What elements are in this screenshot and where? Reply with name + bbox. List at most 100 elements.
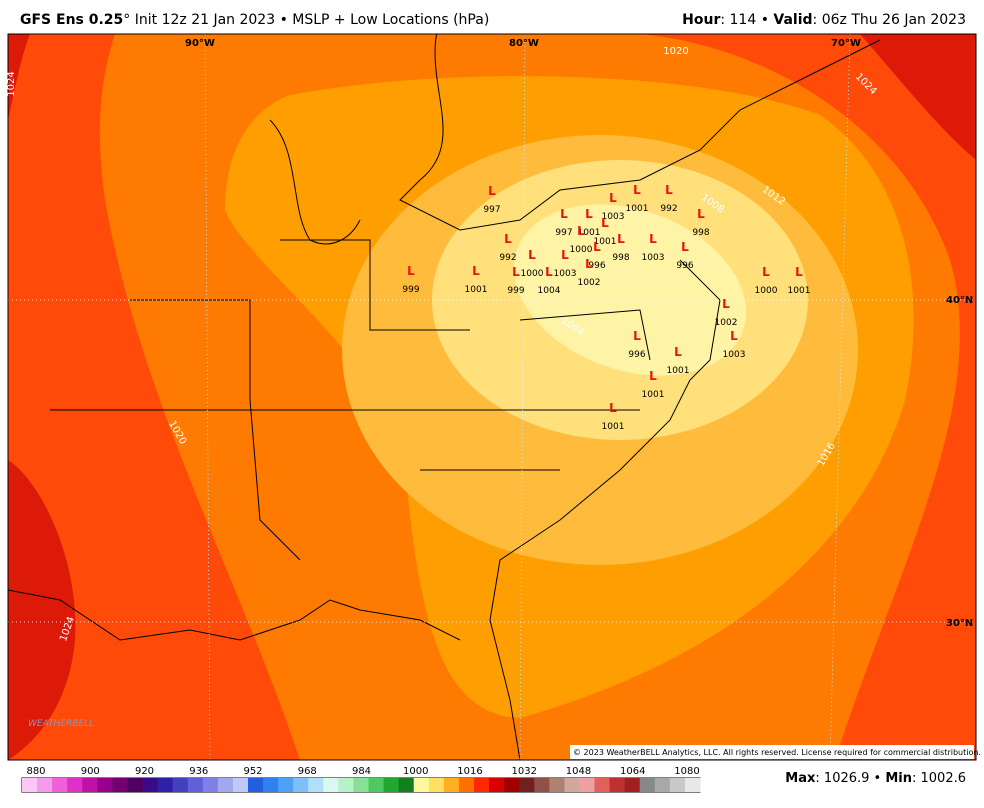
region-1024 <box>8 34 30 120</box>
low-pressure: 1003 <box>602 212 625 222</box>
low-marker: L <box>593 240 601 254</box>
low-pressure: 1001 <box>788 286 811 296</box>
valid-time: Hour: 114 • Valid: 06z Thu 26 Jan 2023 <box>682 12 966 28</box>
degree: ° <box>123 12 131 28</box>
low-marker: L <box>649 369 657 383</box>
colorbar-cell <box>172 778 189 792</box>
colorbar-cell <box>669 778 686 792</box>
graticule <box>8 34 976 760</box>
model: GFS Ens 0.25 <box>20 12 124 28</box>
header: GFS Ens 0.25° Init 12z 21 Jan 2023 • MSL… <box>0 0 984 34</box>
low-pressure: 1004 <box>538 286 561 296</box>
low-marker: L <box>561 248 569 262</box>
max-label: Max <box>785 771 816 786</box>
colorbar-cell <box>232 778 249 792</box>
low-pressure: 1000 <box>755 286 778 296</box>
colorbar-cell <box>127 778 144 792</box>
contour-label: 1024 <box>6 71 17 96</box>
low-marker: L <box>545 265 553 279</box>
low-pressure: 998 <box>612 253 629 263</box>
colorbar-cell <box>398 778 415 792</box>
low-pressure: 998 <box>692 228 709 238</box>
colorbar-cell <box>82 778 98 792</box>
colorbar-label: 936 <box>189 766 208 777</box>
colorbar-label: 880 <box>26 766 45 777</box>
colorbar-label: 1016 <box>457 766 482 777</box>
colorbar-cell <box>323 778 339 792</box>
colorbar-cell <box>504 778 520 792</box>
colorbar-cell <box>428 778 445 792</box>
low-marker: L <box>697 207 705 221</box>
region-1024 <box>860 34 976 160</box>
low-marker: L <box>633 183 641 197</box>
colorbar-label: 1000 <box>403 766 428 777</box>
low-pressure: 996 <box>588 261 605 271</box>
low-pressure: 1000 <box>521 269 544 279</box>
low-marker: L <box>617 232 625 246</box>
low-marker: L <box>488 184 496 198</box>
colorbar-cell <box>353 778 370 792</box>
colorbar-cell <box>413 778 430 792</box>
low-marker: L <box>674 345 682 359</box>
low-marker: L <box>560 207 568 221</box>
low-pressure: 992 <box>499 253 516 263</box>
copyright-box <box>570 745 974 759</box>
map-frame <box>7 33 977 761</box>
colorbar-cell <box>278 778 294 792</box>
low-pressure: 996 <box>628 350 645 360</box>
longitude-label: 80°W <box>509 38 539 49</box>
colorbar-label: 984 <box>352 766 371 777</box>
boundaries <box>8 34 881 760</box>
low-pressure: 997 <box>483 205 500 215</box>
low-pressure: 992 <box>660 204 677 214</box>
colorbar-cell <box>564 778 580 792</box>
colorbar-cell <box>293 778 309 792</box>
colorbar-cell <box>67 778 83 792</box>
colorbar-cell <box>217 778 234 792</box>
colorbar-label: 900 <box>81 766 100 777</box>
low-marker: L <box>504 232 512 246</box>
low-pressure: 1002 <box>715 318 738 328</box>
longitude-label: 90°W <box>185 38 215 49</box>
low-marker: L <box>472 264 480 278</box>
colorbar-label: 968 <box>298 766 317 777</box>
latitude-label: 40°N <box>946 295 973 306</box>
low-pressure: 1001 <box>465 285 488 295</box>
low-marker: L <box>528 248 536 262</box>
colorbar-cell <box>609 778 626 792</box>
low-marker: L <box>762 265 770 279</box>
low-marker: L <box>407 264 415 278</box>
max: : 1026.9 • <box>815 771 886 786</box>
colorbar-cell <box>579 778 596 792</box>
colorbar-cell <box>443 778 460 792</box>
colorbar-cell <box>474 778 490 792</box>
min-label: Min <box>885 771 912 786</box>
contours <box>8 34 976 760</box>
colorbar-cell <box>624 778 641 792</box>
low-pressure: 1003 <box>723 350 746 360</box>
valid-label: Valid <box>773 12 813 28</box>
colorbar-cell <box>684 778 701 792</box>
footer: Max: 1026.9 • Min: 1002.6 <box>785 771 966 786</box>
low-marker: L <box>730 329 738 343</box>
colorbar-cell <box>248 778 264 792</box>
hour-label: Hour <box>682 12 721 28</box>
colorbar-label: 952 <box>243 766 262 777</box>
colorbar-label: 920 <box>135 766 154 777</box>
low-pressure: 1001 <box>578 228 601 238</box>
colorbar-cell <box>37 778 53 792</box>
low-pressure: 1001 <box>642 390 665 400</box>
colorbar-cell <box>534 778 550 792</box>
colorbar-cell <box>157 778 174 792</box>
low-marker: L <box>633 329 641 343</box>
low-pressure: 999 <box>402 285 419 295</box>
low-pressure: 1003 <box>642 253 665 263</box>
low-pressure: 1002 <box>578 278 601 288</box>
colorbar-cell <box>338 778 354 792</box>
low-marker: L <box>601 216 609 230</box>
colorbar-cell <box>368 778 385 792</box>
valid: : 06z Thu 26 Jan 2023 <box>812 12 966 28</box>
region-1024 <box>8 460 76 760</box>
